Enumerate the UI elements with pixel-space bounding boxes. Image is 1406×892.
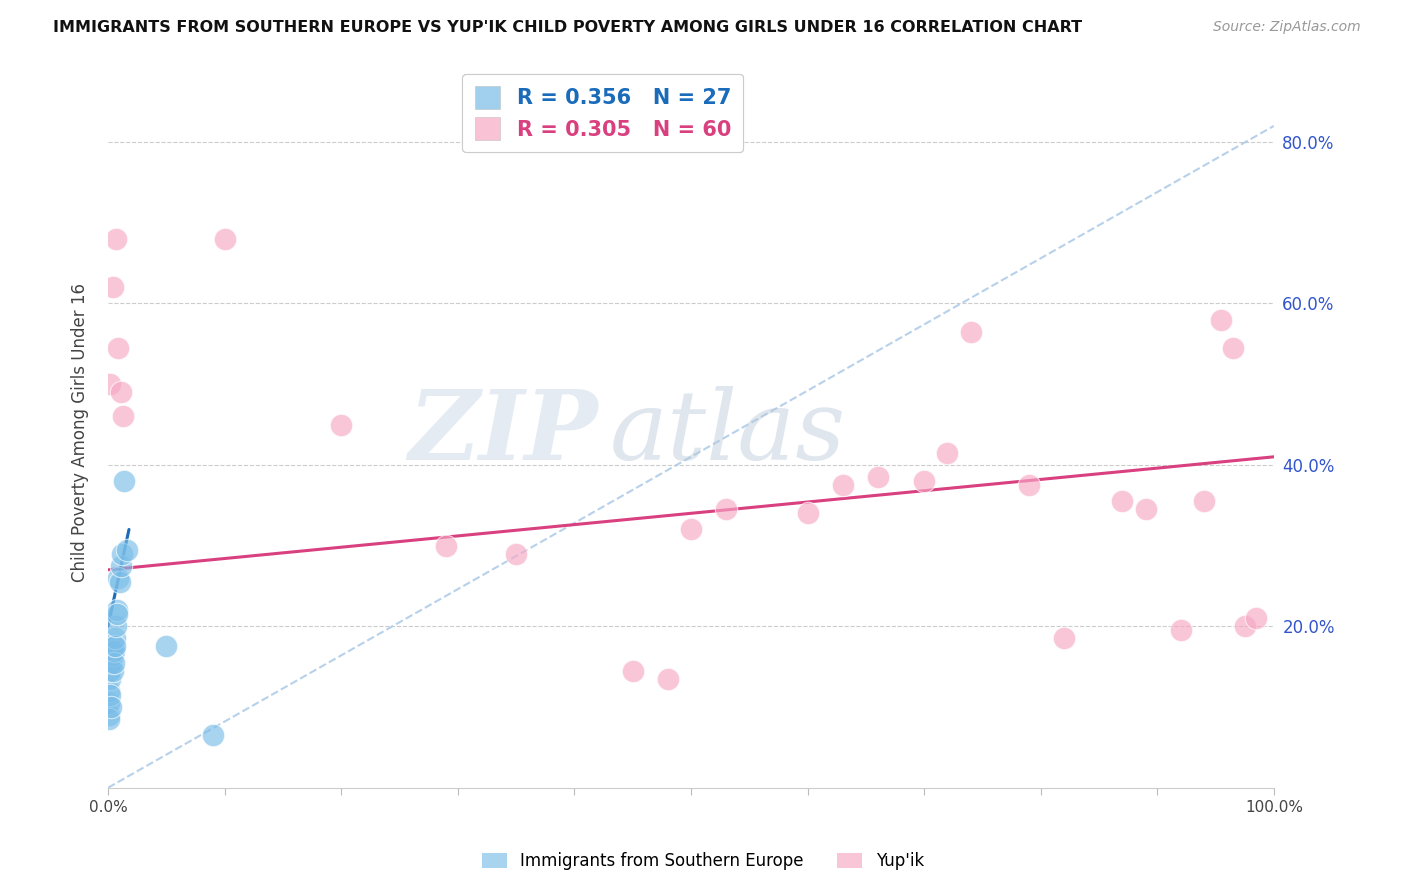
- Point: [936, 446, 959, 460]
- Point: [505, 547, 527, 561]
- Point: [98, 684, 121, 698]
- Point: [105, 232, 128, 246]
- Point: [330, 417, 353, 432]
- Point: [831, 478, 853, 492]
- Point: [679, 523, 702, 537]
- Point: [107, 571, 129, 585]
- Text: atlas: atlas: [609, 385, 845, 480]
- Point: [105, 607, 128, 622]
- Point: [110, 385, 132, 400]
- Point: [98, 377, 121, 392]
- Point: [111, 547, 134, 561]
- Point: [214, 232, 236, 246]
- Point: [1192, 494, 1215, 508]
- Point: [98, 672, 121, 686]
- Point: [101, 640, 124, 654]
- Text: ZIP: ZIP: [408, 385, 598, 480]
- Point: [101, 648, 124, 662]
- Point: [108, 574, 131, 589]
- Point: [1018, 478, 1040, 492]
- Point: [1222, 341, 1244, 355]
- Point: [101, 280, 124, 294]
- Point: [912, 474, 935, 488]
- Point: [104, 640, 127, 654]
- Text: IMMIGRANTS FROM SOUTHERN EUROPE VS YUP'IK CHILD POVERTY AMONG GIRLS UNDER 16 COR: IMMIGRANTS FROM SOUTHERN EUROPE VS YUP'I…: [53, 20, 1083, 35]
- Point: [112, 474, 135, 488]
- Point: [115, 542, 138, 557]
- Legend: Immigrants from Southern Europe, Yup'ik: Immigrants from Southern Europe, Yup'ik: [475, 846, 931, 877]
- Point: [1233, 619, 1256, 633]
- Point: [1111, 494, 1133, 508]
- Point: [98, 712, 121, 726]
- Point: [657, 672, 679, 686]
- Point: [101, 664, 124, 678]
- Point: [866, 470, 889, 484]
- Point: [105, 619, 128, 633]
- Point: [100, 656, 122, 670]
- Point: [201, 728, 224, 742]
- Point: [100, 700, 122, 714]
- Point: [621, 664, 644, 678]
- Point: [110, 558, 132, 573]
- Point: [112, 409, 135, 424]
- Legend: R = 0.356   N = 27, R = 0.305   N = 60: R = 0.356 N = 27, R = 0.305 N = 60: [463, 74, 744, 153]
- Point: [959, 325, 981, 339]
- Point: [714, 502, 737, 516]
- Point: [98, 688, 121, 702]
- Point: [104, 632, 127, 646]
- Text: Source: ZipAtlas.com: Source: ZipAtlas.com: [1213, 20, 1361, 34]
- Point: [155, 640, 177, 654]
- Point: [1211, 312, 1233, 326]
- Point: [1246, 611, 1268, 625]
- Point: [103, 656, 125, 670]
- Point: [1170, 624, 1192, 638]
- Point: [1053, 632, 1076, 646]
- Point: [98, 664, 121, 678]
- Point: [796, 506, 818, 520]
- Point: [434, 539, 457, 553]
- Y-axis label: Child Poverty Among Girls Under 16: Child Poverty Among Girls Under 16: [72, 283, 89, 582]
- Point: [97, 708, 120, 723]
- Point: [107, 341, 129, 355]
- Point: [103, 643, 125, 657]
- Point: [1135, 502, 1157, 516]
- Point: [105, 603, 128, 617]
- Point: [98, 696, 121, 710]
